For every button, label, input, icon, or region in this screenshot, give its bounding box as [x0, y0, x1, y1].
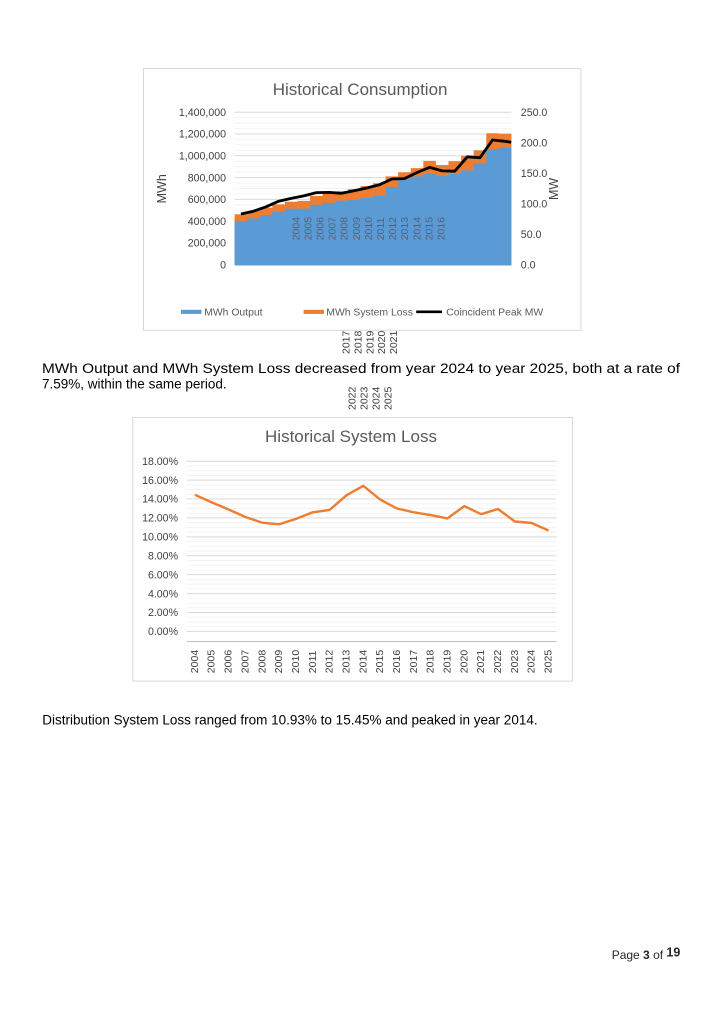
svg-text:2019: 2019: [364, 330, 376, 354]
svg-text:2017: 2017: [341, 330, 353, 354]
svg-text:7.59%, within the same period.: 7.59%, within the same period.: [42, 376, 227, 391]
svg-text:Historical Consumption: Historical Consumption: [273, 80, 448, 99]
svg-text:2014: 2014: [411, 217, 423, 241]
svg-text:2009: 2009: [351, 217, 363, 241]
svg-text:2010: 2010: [290, 650, 302, 674]
svg-text:2004: 2004: [290, 217, 302, 241]
svg-text:18.00%: 18.00%: [142, 456, 179, 468]
svg-text:2020: 2020: [458, 650, 470, 674]
svg-text:600,000: 600,000: [188, 194, 226, 206]
svg-text:800,000: 800,000: [188, 172, 226, 184]
svg-text:50.0: 50.0: [521, 229, 542, 241]
svg-text:MWh Output: MWh Output: [204, 308, 262, 319]
svg-text:2012: 2012: [324, 650, 336, 674]
svg-text:2008: 2008: [256, 650, 268, 674]
svg-text:MW: MW: [547, 178, 561, 200]
svg-text:2022: 2022: [347, 386, 359, 410]
svg-text:8.00%: 8.00%: [148, 550, 179, 562]
svg-text:2023: 2023: [509, 650, 521, 674]
svg-text:2023: 2023: [359, 386, 371, 410]
svg-text:2014: 2014: [357, 650, 369, 674]
svg-text:2016: 2016: [436, 217, 448, 241]
svg-text:2007: 2007: [239, 650, 251, 674]
svg-text:4.00%: 4.00%: [148, 588, 179, 600]
svg-text:200.0: 200.0: [521, 137, 548, 149]
svg-text:0: 0: [220, 260, 226, 272]
svg-text:2007: 2007: [327, 217, 339, 241]
svg-text:2017: 2017: [408, 650, 420, 674]
svg-text:2005: 2005: [302, 217, 314, 241]
svg-text:2005: 2005: [206, 650, 218, 674]
svg-text:2016: 2016: [391, 650, 403, 674]
svg-text:2018: 2018: [352, 330, 364, 354]
svg-text:2021: 2021: [388, 330, 400, 354]
svg-text:12.00%: 12.00%: [142, 513, 179, 525]
svg-text:2008: 2008: [339, 217, 351, 241]
svg-text:Coincident Peak MW: Coincident Peak MW: [446, 308, 543, 319]
svg-text:Distribution System Loss range: Distribution System Loss ranged from 10.…: [42, 712, 537, 727]
svg-text:2004: 2004: [189, 650, 201, 674]
svg-text:Historical System Loss: Historical System Loss: [265, 427, 437, 446]
svg-text:400,000: 400,000: [188, 216, 226, 228]
svg-text:2013: 2013: [399, 217, 411, 241]
svg-text:2021: 2021: [475, 650, 487, 674]
svg-text:2013: 2013: [340, 650, 352, 674]
svg-text:2.00%: 2.00%: [148, 607, 179, 619]
svg-text:200,000: 200,000: [188, 238, 226, 250]
svg-text:6.00%: 6.00%: [148, 569, 179, 581]
svg-text:1,200,000: 1,200,000: [179, 129, 226, 141]
svg-text:0.0: 0.0: [521, 260, 536, 272]
svg-text:1,400,000: 1,400,000: [179, 107, 226, 119]
svg-text:2022: 2022: [492, 650, 504, 674]
svg-text:MWh: MWh: [155, 174, 169, 203]
svg-text:2009: 2009: [273, 650, 285, 674]
svg-text:MWh System Loss: MWh System Loss: [326, 308, 413, 319]
svg-text:MWh Output and MWh System Loss: MWh Output and MWh System Loss decreased…: [42, 361, 680, 376]
svg-text:2012: 2012: [387, 217, 399, 241]
svg-text:Page 3 of 19: Page 3 of 19: [612, 946, 681, 963]
svg-text:2011: 2011: [307, 650, 319, 673]
svg-text:2015: 2015: [423, 217, 435, 241]
svg-text:10.00%: 10.00%: [142, 532, 179, 544]
svg-text:0.00%: 0.00%: [148, 626, 179, 638]
svg-text:2024: 2024: [371, 386, 383, 410]
svg-text:2025: 2025: [383, 386, 395, 410]
svg-text:2025: 2025: [543, 650, 555, 674]
svg-text:2011: 2011: [375, 218, 387, 241]
svg-text:2010: 2010: [363, 217, 375, 241]
svg-text:2015: 2015: [374, 650, 386, 674]
svg-text:2024: 2024: [526, 650, 538, 674]
svg-text:2019: 2019: [441, 650, 453, 674]
svg-text:150.0: 150.0: [521, 168, 548, 180]
svg-text:100.0: 100.0: [521, 198, 548, 210]
svg-text:16.00%: 16.00%: [142, 475, 179, 487]
svg-text:1,000,000: 1,000,000: [179, 151, 226, 163]
svg-text:14.00%: 14.00%: [142, 494, 179, 506]
svg-text:2020: 2020: [376, 330, 388, 354]
svg-text:2018: 2018: [425, 650, 437, 674]
svg-text:2006: 2006: [223, 650, 235, 674]
svg-text:2006: 2006: [315, 217, 327, 241]
svg-text:250.0: 250.0: [521, 107, 548, 119]
